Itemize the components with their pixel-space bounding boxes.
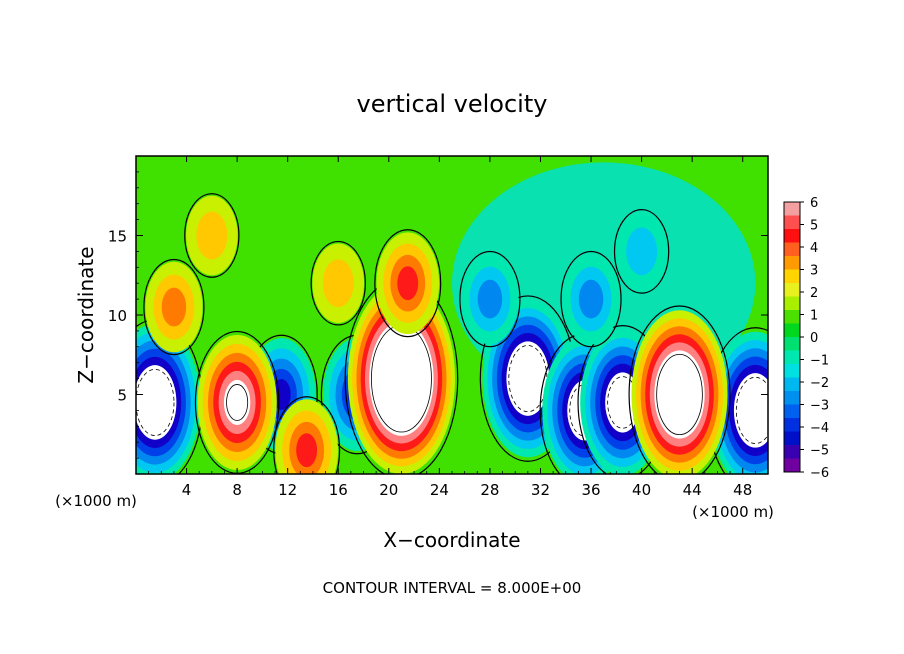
- colorbar-swatch: [784, 404, 800, 419]
- updraft-cell-1: [628, 305, 731, 474]
- updraft-cell-7: [310, 240, 366, 326]
- colorbar-tick-label: 5: [810, 219, 818, 234]
- downdraft-cell-8: [613, 209, 670, 294]
- zero-contour: [613, 209, 670, 294]
- colorbar-tick-label: −4: [810, 421, 829, 436]
- colorbar-swatch: [784, 242, 800, 257]
- colorbar-swatch: [784, 431, 800, 446]
- colorbar-swatch: [784, 391, 800, 405]
- colorbar-swatch: [784, 202, 800, 216]
- downdraft-core-contour: [508, 345, 548, 413]
- updraft-cell-4: [374, 229, 442, 338]
- colorbar-swatch: [784, 215, 800, 230]
- x-tick-label: 12: [278, 481, 297, 499]
- contour-interval-note: CONTOUR INTERVAL = 8.000E+00: [323, 579, 582, 597]
- colorbar-tick-label: 0: [810, 331, 818, 346]
- chart-title: vertical velocity: [357, 90, 548, 118]
- x-tick-label: 40: [632, 481, 651, 499]
- x-unit-right: (×1000 m): [692, 503, 774, 521]
- updraft-level: [196, 211, 228, 260]
- colorbar-swatch: [784, 364, 800, 378]
- colorbar-swatch: [784, 323, 800, 338]
- zero-contour: [560, 250, 622, 348]
- downdraft-level: [626, 227, 658, 276]
- updraft-cell-0: [344, 277, 459, 474]
- colorbar-swatch: [784, 350, 800, 365]
- plot-area: [136, 156, 768, 474]
- updraft-cell-6: [184, 193, 240, 278]
- colorbar-swatch: [784, 229, 800, 243]
- downdraft-level: [578, 279, 604, 319]
- x-tick-label: 36: [581, 481, 600, 499]
- colorbar: 6 5 4 3 2 1 0 −1 −2 −3 −4 −5 −6: [783, 196, 829, 481]
- x-tick-label: 28: [480, 481, 499, 499]
- colorbar-tick-label: −6: [810, 466, 829, 481]
- updraft-level: [322, 259, 354, 308]
- colorbar-tick-label: −3: [810, 399, 829, 414]
- colorbar-tick-label: −2: [810, 376, 829, 391]
- zero-contour: [628, 305, 731, 474]
- x-axis: 4 8 12 16 20 24 28 32 36 40 44 48: [148, 156, 756, 499]
- x-tick-label: 4: [182, 481, 192, 499]
- updraft-core-contour: [371, 324, 432, 433]
- updraft-level: [296, 433, 318, 468]
- colorbar-swatch: [784, 337, 800, 351]
- x-tick-label: 44: [683, 481, 702, 499]
- x-tick-label: 16: [329, 481, 348, 499]
- zero-contour: [143, 258, 205, 356]
- colorbar-swatch: [784, 418, 800, 432]
- updraft-cell-5: [143, 258, 205, 356]
- downdraft-cell-0: [136, 319, 204, 474]
- colorbar-swatch: [784, 445, 800, 459]
- colorbar-swatch: [784, 377, 800, 392]
- updraft-level: [397, 266, 419, 301]
- zero-contour: [310, 240, 366, 326]
- colorbar-tick-label: −1: [810, 354, 829, 369]
- zero-contour: [459, 250, 521, 348]
- updraft-core-contour: [226, 384, 249, 421]
- updraft-cell-3: [273, 396, 341, 474]
- zero-contour: [184, 193, 240, 278]
- colorbar-tick-label: −5: [810, 444, 829, 459]
- downdraft-cell-7: [560, 250, 622, 348]
- y-tick-label: 15: [108, 228, 127, 246]
- updraft-level: [161, 287, 187, 327]
- colorbar-tick-label: 2: [810, 286, 818, 301]
- colorbar-swatch: [784, 310, 800, 324]
- downdraft-core-contour: [735, 376, 768, 444]
- updraft-core-contour: [656, 353, 703, 436]
- y-axis: 5 10 15: [108, 171, 768, 459]
- colorbar-tick-label: 1: [810, 309, 818, 324]
- colorbar-tick-label: 3: [810, 264, 818, 279]
- x-tick-label: 48: [733, 481, 752, 499]
- colorbar-swatch: [784, 256, 800, 270]
- x-tick-label: 20: [379, 481, 398, 499]
- downdraft-cell-1: [479, 295, 576, 462]
- downdraft-level: [477, 279, 503, 319]
- downdraft-core-contour: [136, 368, 175, 436]
- x-axis-label: X−coordinate: [383, 528, 520, 552]
- zero-contour: [374, 229, 442, 338]
- colorbar-swatch: [784, 458, 800, 473]
- updraft-cell-2: [194, 330, 280, 474]
- downdraft-cell-9: [459, 250, 521, 348]
- y-tick-label: 5: [117, 387, 127, 405]
- y-tick-label: 10: [108, 307, 127, 325]
- x-unit-left: (×1000 m): [55, 492, 137, 510]
- x-tick-label: 24: [430, 481, 449, 499]
- colorbar-swatch: [784, 296, 800, 311]
- colorbar-tick-label: 4: [810, 241, 818, 256]
- x-tick-label: 32: [531, 481, 550, 499]
- zero-contour: [273, 396, 341, 474]
- x-tick-label: 8: [232, 481, 242, 499]
- colorbar-tick-label: 6: [810, 196, 818, 211]
- colorbar-swatch: [784, 269, 800, 284]
- y-axis-label: Z−coordinate: [74, 246, 98, 383]
- colorbar-swatch: [784, 283, 800, 297]
